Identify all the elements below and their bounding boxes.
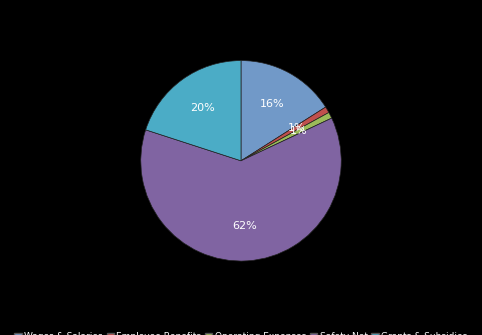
Text: 62%: 62% [233,221,257,231]
Wedge shape [241,113,332,161]
Text: 16%: 16% [260,99,285,109]
Text: 20%: 20% [190,103,215,113]
Legend: Wages & Salaries, Employee Benefits, Operating Expenses, Safety Net, Grants & Su: Wages & Salaries, Employee Benefits, Ope… [11,329,471,335]
Wedge shape [241,107,329,161]
Wedge shape [241,61,326,161]
Text: 1%: 1% [288,123,306,133]
Wedge shape [141,118,341,261]
Text: 1%: 1% [290,126,308,136]
Wedge shape [146,61,241,161]
